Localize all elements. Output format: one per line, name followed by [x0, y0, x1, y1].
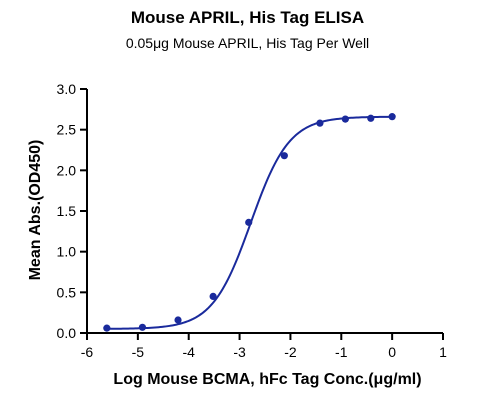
x-tick-label: 0 — [388, 344, 396, 360]
data-point — [103, 324, 111, 332]
data-point — [209, 292, 217, 300]
x-tick-label: -3 — [233, 344, 246, 360]
x-tick-label: -5 — [132, 344, 145, 360]
y-tick-label: 1.0 — [57, 244, 77, 260]
x-tick-label: 1 — [439, 344, 447, 360]
data-point — [316, 119, 324, 127]
x-axis-label: Log Mouse BCMA, hFc Tag Conc.(μg/ml) — [113, 371, 422, 388]
y-tick-label: 0.0 — [57, 325, 77, 341]
chart-title: Mouse APRIL, His Tag ELISA — [130, 8, 365, 27]
data-point — [174, 316, 182, 324]
y-tick-label: 2.0 — [57, 162, 77, 178]
x-tick-label: -2 — [284, 344, 297, 360]
data-point — [367, 114, 375, 122]
y-tick-label: 0.5 — [57, 284, 77, 300]
data-point — [388, 113, 396, 121]
data-point — [245, 218, 253, 226]
x-tick-label: -4 — [182, 344, 195, 360]
chart-subtitle: 0.05μg Mouse APRIL, His Tag Per Well — [125, 35, 370, 51]
y-tick-label: 2.5 — [57, 122, 77, 138]
x-tick-label: -1 — [335, 344, 348, 360]
data-point — [138, 323, 147, 331]
y-tick-label: 3.0 — [57, 81, 77, 97]
data-point — [341, 115, 349, 123]
y-tick-label: 1.5 — [57, 203, 77, 219]
x-tick-label: -6 — [81, 344, 94, 360]
data-point — [280, 152, 288, 160]
